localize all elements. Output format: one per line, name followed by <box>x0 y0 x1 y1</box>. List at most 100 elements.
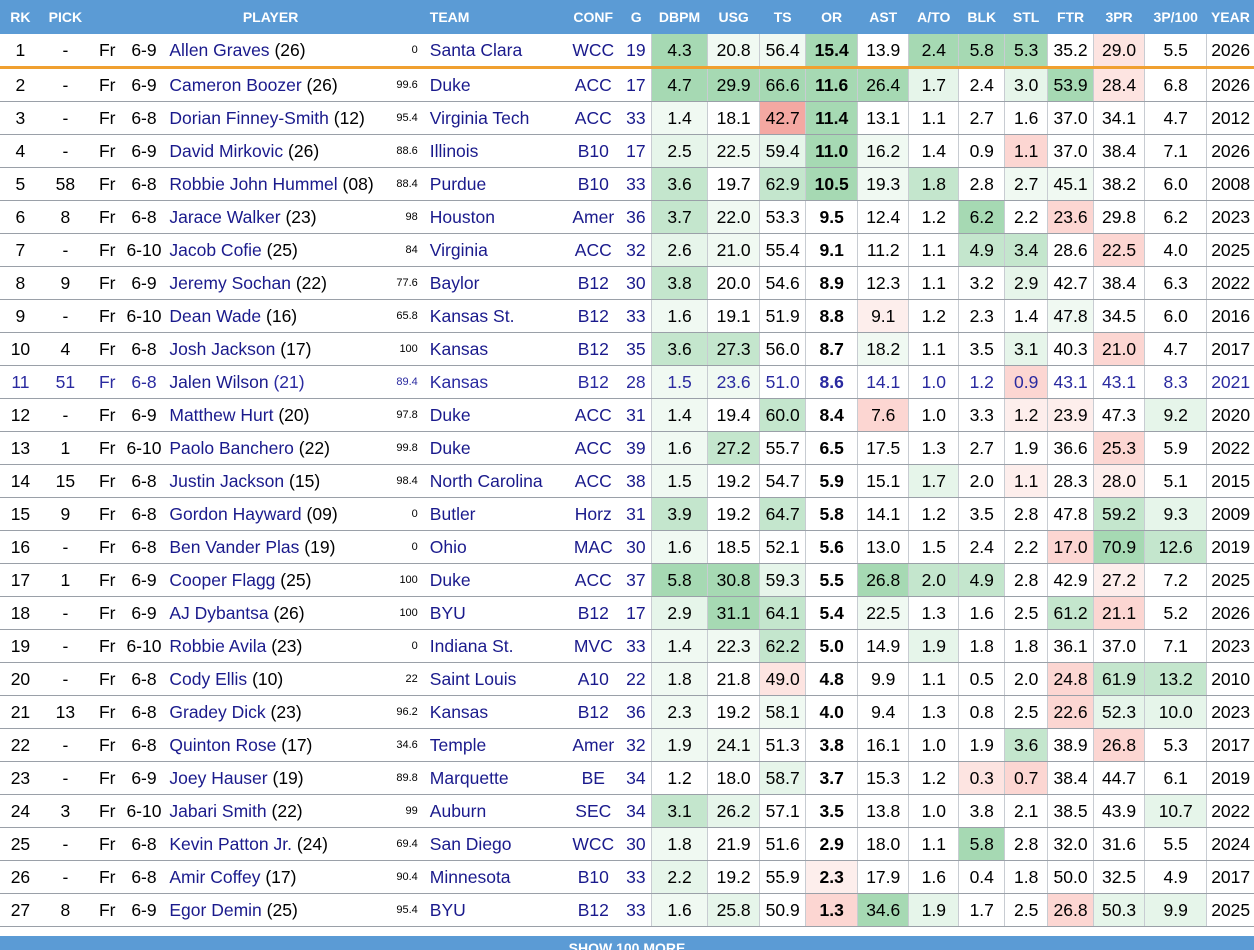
table-row[interactable]: 16- Fr 6-8 Ben Vander Plas (19) 0 Ohio MAC 30 1.… <box>0 530 1254 564</box>
team-link[interactable]: Virginia Tech <box>425 101 566 135</box>
table-row[interactable]: 25- Fr 6-8 Kevin Patton Jr. (24) 69.4 San Die… <box>0 827 1254 861</box>
player-cell[interactable]: Jarace Walker (23) <box>163 200 378 234</box>
conf-link[interactable]: B12 <box>565 365 621 399</box>
player-link[interactable]: Cooper Flagg <box>169 569 276 590</box>
player-cell[interactable]: Paolo Banchero (22) <box>163 431 378 465</box>
table-row[interactable]: 18- Fr 6-9 AJ Dybantsa (26) 100 BYU B12 17 2.9 31… <box>0 596 1254 630</box>
player-cell[interactable]: Dorian Finney-Smith (12) <box>163 101 378 135</box>
table-row[interactable]: 1- Fr 6-9 Allen Graves (26) 0 Santa Clara WCC 1… <box>0 34 1254 69</box>
col-header-conf[interactable]: CONF <box>565 0 621 34</box>
table-row[interactable]: 15 9 Fr 6-8 Gordon Hayward (09) 0 Butler Horz 31… <box>0 497 1254 531</box>
player-cell[interactable]: Gradey Dick (23) <box>163 695 378 729</box>
team-link[interactable]: Purdue <box>425 167 566 201</box>
conf-link[interactable]: ACC <box>565 464 621 498</box>
team-link[interactable]: Saint Louis <box>425 662 566 696</box>
team-link[interactable]: Duke <box>425 67 566 102</box>
player-cell[interactable]: Joey Hauser (19) <box>163 761 378 795</box>
team-link[interactable]: North Carolina <box>425 464 566 498</box>
table-row[interactable]: 12- Fr 6-9 Matthew Hurt (20) 97.8 Duke ACC 31 1.… <box>0 398 1254 432</box>
player-cell[interactable]: Ben Vander Plas (19) <box>163 530 378 564</box>
table-row[interactable]: 9- Fr 6-10 Dean Wade (16) 65.8 Kansas St. B12 3… <box>0 299 1254 333</box>
team-link[interactable]: Duke <box>425 431 566 465</box>
col-header-rk[interactable]: RK <box>0 0 41 34</box>
table-row[interactable]: 13 1 Fr 6-10 Paolo Banchero (22) 99.8 Duke ACC 3… <box>0 431 1254 465</box>
conf-link[interactable]: B12 <box>565 332 621 366</box>
player-link[interactable]: Cody Ellis <box>169 668 248 689</box>
team-link[interactable]: BYU <box>425 596 566 630</box>
table-row[interactable]: 20- Fr 6-8 Cody Ellis (10) 22 Saint Louis A10 2… <box>0 662 1254 696</box>
conf-link[interactable]: WCC <box>565 827 621 861</box>
col-header-year[interactable]: YEAR <box>1206 0 1254 34</box>
team-link[interactable]: Virginia <box>425 233 566 267</box>
table-row[interactable]: 10 4 Fr 6-8 Josh Jackson (17) 100 Kansas B12 35 3… <box>0 332 1254 366</box>
table-row[interactable]: 24 3 Fr 6-10 Jabari Smith (22) 99 Auburn SEC 34 3… <box>0 794 1254 828</box>
table-row[interactable]: 14 15 Fr 6-8 Justin Jackson (15) 98.4 North Ca… <box>0 464 1254 498</box>
table-row[interactable]: 2- Fr 6-9 Cameron Boozer (26) 99.6 Duke ACC 17 4… <box>0 67 1254 102</box>
player-cell[interactable]: Egor Demin (25) <box>163 893 378 927</box>
table-row[interactable]: 8 9 Fr 6-9 Jeremy Sochan (22) 77.6 Baylor B12 30… <box>0 266 1254 300</box>
team-link[interactable]: Marquette <box>425 761 566 795</box>
col-header-dbpm[interactable]: DBPM <box>651 0 708 34</box>
conf-link[interactable]: Amer <box>565 728 621 762</box>
team-link[interactable]: Baylor <box>425 266 566 300</box>
conf-link[interactable]: MAC <box>565 530 621 564</box>
team-link[interactable]: Kansas <box>425 365 566 399</box>
team-link[interactable]: Kansas St. <box>425 299 566 333</box>
player-cell[interactable]: Matthew Hurt (20) <box>163 398 378 432</box>
table-row[interactable]: 4- Fr 6-9 David Mirkovic (26) 88.6 Illinois B1… <box>0 134 1254 168</box>
conf-link[interactable]: BE <box>565 761 621 795</box>
col-header-player[interactable]: PLAYER <box>163 0 378 34</box>
player-link[interactable]: Dorian Finney-Smith <box>169 107 329 128</box>
player-cell[interactable]: Jalen Wilson (21) <box>163 365 378 399</box>
table-row[interactable]: 11 51 Fr 6-8 Jalen Wilson (21) 89.4 Kansas B12 2… <box>0 365 1254 399</box>
team-link[interactable]: Santa Clara <box>425 34 566 69</box>
player-cell[interactable]: Dean Wade (16) <box>163 299 378 333</box>
player-link[interactable]: Cameron Boozer <box>169 74 302 95</box>
col-header-pick[interactable]: PICK <box>40 0 90 34</box>
player-cell[interactable]: Justin Jackson (15) <box>163 464 378 498</box>
player-link[interactable]: Robbie Avila <box>169 635 267 656</box>
table-row[interactable]: 23- Fr 6-9 Joey Hauser (19) 89.8 Marquette BE 3… <box>0 761 1254 795</box>
table-row[interactable]: 17 1 Fr 6-9 Cooper Flagg (25) 100 Duke ACC 37 5.8… <box>0 563 1254 597</box>
table-row[interactable]: 5 58 Fr 6-8 Robbie John Hummel (08) 88.4 Purdu… <box>0 167 1254 201</box>
team-link[interactable]: Minnesota <box>425 860 566 894</box>
team-link[interactable]: Houston <box>425 200 566 234</box>
col-header-usg[interactable]: USG <box>707 0 760 34</box>
team-link[interactable]: Duke <box>425 563 566 597</box>
show-more-button[interactable]: SHOW 100 MORE <box>0 936 1254 950</box>
conf-link[interactable]: ACC <box>565 398 621 432</box>
player-link[interactable]: Jeremy Sochan <box>169 272 291 293</box>
conf-link[interactable]: SEC <box>565 794 621 828</box>
player-cell[interactable]: Jeremy Sochan (22) <box>163 266 378 300</box>
conf-link[interactable]: B12 <box>565 266 621 300</box>
team-link[interactable]: Butler <box>425 497 566 531</box>
conf-link[interactable]: B10 <box>565 860 621 894</box>
col-header-ts[interactable]: TS <box>759 0 806 34</box>
player-link[interactable]: Gradey Dick <box>169 701 266 722</box>
col-header-ftr[interactable]: FTR <box>1047 0 1094 34</box>
player-cell[interactable]: Allen Graves (26) <box>163 34 378 69</box>
col-header-ast[interactable]: AST <box>857 0 909 34</box>
player-link[interactable]: Jalen Wilson <box>169 371 269 392</box>
player-link[interactable]: Justin Jackson <box>169 470 285 491</box>
table-row[interactable]: 7- Fr 6-10 Jacob Cofie (25) 84 Virginia ACC 32 2… <box>0 233 1254 267</box>
table-row[interactable]: 19- Fr 6-10 Robbie Avila (23) 0 Indiana St. MV… <box>0 629 1254 663</box>
player-link[interactable]: Joey Hauser <box>169 767 268 788</box>
player-cell[interactable]: Cooper Flagg (25) <box>163 563 378 597</box>
player-cell[interactable]: Gordon Hayward (09) <box>163 497 378 531</box>
player-cell[interactable]: Jacob Cofie (25) <box>163 233 378 267</box>
team-link[interactable]: San Diego <box>425 827 566 861</box>
col-header-blk[interactable]: BLK <box>958 0 1005 34</box>
player-link[interactable]: Amir Coffey <box>169 866 261 887</box>
player-cell[interactable]: Josh Jackson (17) <box>163 332 378 366</box>
player-cell[interactable]: Amir Coffey (17) <box>163 860 378 894</box>
team-link[interactable]: BYU <box>425 893 566 927</box>
player-link[interactable]: Ben Vander Plas <box>169 536 300 557</box>
player-cell[interactable]: David Mirkovic (26) <box>163 134 378 168</box>
player-link[interactable]: Matthew Hurt <box>169 404 274 425</box>
team-link[interactable]: Auburn <box>425 794 566 828</box>
player-link[interactable]: Jacob Cofie <box>169 239 262 260</box>
col-header-3p100[interactable]: 3P/100 <box>1144 0 1207 34</box>
player-cell[interactable]: Robbie Avila (23) <box>163 629 378 663</box>
conf-link[interactable]: ACC <box>565 431 621 465</box>
